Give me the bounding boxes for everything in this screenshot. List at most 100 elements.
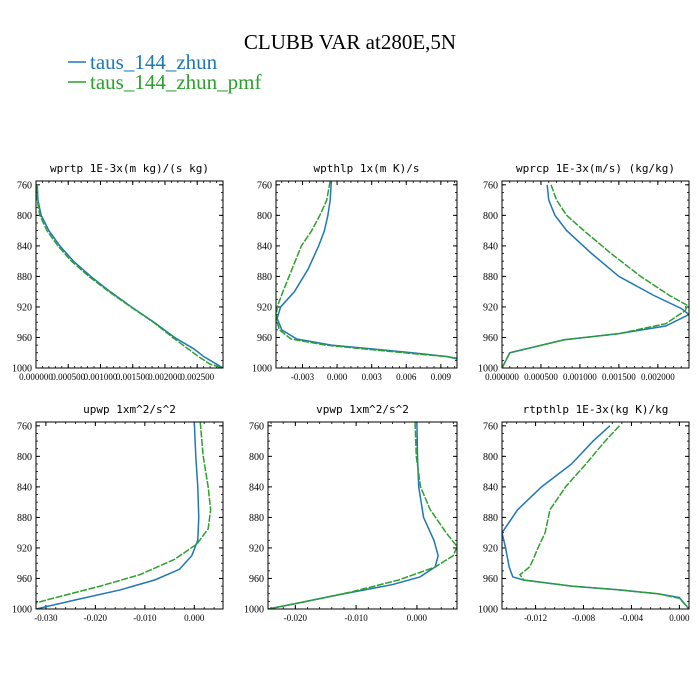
x-tick-label: 0.001000 bbox=[563, 372, 597, 382]
y-tick-label: 760 bbox=[249, 421, 264, 432]
x-tick-label: 0.002000 bbox=[641, 372, 675, 382]
panel-2: wprcp 1E-3x(m/s) (kg/kg) 760 800 840 880 920 9… bbox=[478, 162, 690, 382]
y-tick-label: 840 bbox=[249, 482, 264, 493]
series-line-1 bbox=[36, 184, 223, 368]
panel-title: wprcp 1E-3x(m/s) (kg/kg) bbox=[516, 162, 675, 175]
x-tick-label: -0.010 bbox=[344, 613, 368, 623]
x-tick-label: -0.020 bbox=[284, 613, 308, 623]
y-tick-label: 840 bbox=[483, 482, 498, 493]
y-tick-label: 920 bbox=[249, 543, 264, 554]
panel-1: wpthlp 1x(m K)/s 760 800 840 880 920 960 1000 -0… bbox=[252, 162, 458, 382]
series-line-1 bbox=[502, 184, 689, 368]
series-line-1 bbox=[268, 422, 457, 609]
y-tick-label: 880 bbox=[17, 272, 32, 283]
panel-title: upwp 1xm^2/s^2 bbox=[83, 403, 176, 416]
series-line-1 bbox=[518, 425, 689, 609]
plot-frame bbox=[501, 421, 690, 610]
y-tick-label: 800 bbox=[257, 211, 272, 222]
y-tick-label: 760 bbox=[483, 180, 498, 191]
y-tick-label: 1000 bbox=[478, 605, 498, 616]
x-tick-label: -0.030 bbox=[34, 613, 58, 623]
y-tick-label: 880 bbox=[483, 272, 498, 283]
y-tick-label: 920 bbox=[483, 302, 498, 313]
x-tick-label: 0.002000 bbox=[148, 372, 182, 382]
x-tick-label: 0.002500 bbox=[180, 372, 214, 382]
legend-label-1: taus_144_zhun_pmf bbox=[90, 70, 261, 94]
panel-5: rtpthlp 1E-3x(kg K)/kg 760 800 840 880 920 960… bbox=[478, 403, 690, 623]
y-tick-label: 880 bbox=[257, 272, 272, 283]
plot-frame bbox=[35, 180, 224, 369]
y-tick-label: 1000 bbox=[12, 364, 32, 375]
x-tick-label: 0.001500 bbox=[116, 372, 150, 382]
x-tick-label: -0.008 bbox=[572, 613, 596, 623]
x-tick-label: 0.000500 bbox=[524, 372, 558, 382]
panel-3: upwp 1xm^2/s^27608008408809209601000-0.0… bbox=[12, 403, 224, 623]
y-tick-label: 800 bbox=[483, 211, 498, 222]
series-line-1 bbox=[276, 181, 457, 359]
plot-frame bbox=[501, 180, 690, 369]
y-tick-label: 1000 bbox=[478, 364, 498, 375]
y-tick-label: 760 bbox=[17, 180, 32, 191]
y-tick-label: 960 bbox=[483, 333, 498, 344]
y-tick-label: 920 bbox=[17, 543, 32, 554]
y-tick-label: 760 bbox=[17, 421, 32, 432]
plot-frame bbox=[35, 421, 224, 610]
panel-title: vpwp 1xm^2/s^2 bbox=[316, 403, 409, 416]
x-tick-label: 0.000000 bbox=[485, 372, 519, 382]
y-tick-label: 880 bbox=[17, 513, 32, 524]
y-tick-label: 1000 bbox=[12, 605, 32, 616]
legend-label-0: taus_144_zhun bbox=[90, 50, 218, 74]
y-tick-label: 1000 bbox=[244, 605, 264, 616]
y-tick-label: 920 bbox=[17, 302, 32, 313]
x-tick-label: 0.003 bbox=[362, 372, 383, 382]
figure-title: CLUBB VAR at280E,5N bbox=[244, 30, 456, 54]
y-tick-label: 840 bbox=[483, 241, 498, 252]
y-tick-label: 760 bbox=[483, 421, 498, 432]
y-tick-label: 840 bbox=[257, 241, 272, 252]
y-tick-label: 840 bbox=[17, 482, 32, 493]
y-tick-label: 960 bbox=[257, 333, 272, 344]
x-tick-label: 0.000 bbox=[184, 613, 205, 623]
x-tick-label: 0.000 bbox=[407, 613, 428, 623]
x-tick-label: -0.010 bbox=[133, 613, 157, 623]
series-line-0 bbox=[36, 422, 200, 609]
y-tick-label: 760 bbox=[257, 180, 272, 191]
x-tick-label: 0.009 bbox=[431, 372, 452, 382]
panel-title: rtpthlp 1E-3x(kg K)/kg bbox=[523, 403, 669, 416]
panels: wprtp 1E-3x(m kg)/(s kg) 760 800 840 880 920 9… bbox=[12, 162, 690, 623]
plot-frame bbox=[267, 421, 458, 610]
x-tick-label: 0.000000 bbox=[19, 372, 53, 382]
x-tick-label: 0.000 bbox=[327, 372, 348, 382]
y-tick-label: 800 bbox=[249, 452, 264, 463]
x-tick-label: -0.020 bbox=[84, 613, 108, 623]
x-tick-label: -0.003 bbox=[291, 372, 315, 382]
y-tick-label: 920 bbox=[483, 543, 498, 554]
series-line-1 bbox=[36, 422, 212, 604]
series-line-0 bbox=[276, 181, 457, 360]
y-tick-label: 920 bbox=[257, 302, 272, 313]
y-tick-label: 800 bbox=[17, 452, 32, 463]
y-tick-label: 800 bbox=[17, 211, 32, 222]
x-tick-label: 0.001500 bbox=[602, 372, 636, 382]
x-tick-label: 0.000500 bbox=[51, 372, 85, 382]
y-tick-label: 880 bbox=[249, 513, 264, 524]
x-tick-label: 0.000 bbox=[669, 613, 690, 623]
y-tick-label: 960 bbox=[17, 574, 32, 585]
y-tick-label: 960 bbox=[483, 574, 498, 585]
panel-4: vpwp 1xm^2/s^2 760 800 840 880 920 960 1000 -0.0… bbox=[244, 403, 458, 623]
panel-title: wprtp 1E-3x(m kg)/(s kg) bbox=[50, 162, 209, 175]
legend: taus_144_zhun taus_144_zhun_pmf bbox=[68, 50, 261, 94]
panel-title: wpthlp 1x(m K)/s bbox=[314, 162, 420, 175]
y-tick-label: 960 bbox=[249, 574, 264, 585]
y-tick-label: 840 bbox=[17, 241, 32, 252]
plot-frame bbox=[275, 180, 458, 369]
y-tick-label: 800 bbox=[483, 452, 498, 463]
x-tick-label: 0.006 bbox=[396, 372, 417, 382]
y-tick-label: 960 bbox=[17, 333, 32, 344]
x-tick-label: -0.004 bbox=[620, 613, 644, 623]
x-tick-label: -0.012 bbox=[524, 613, 547, 623]
x-tick-label: 0.001000 bbox=[84, 372, 118, 382]
y-tick-label: 880 bbox=[483, 513, 498, 524]
panel-0: wprtp 1E-3x(m kg)/(s kg) 760 800 840 880 920 9… bbox=[12, 162, 224, 382]
